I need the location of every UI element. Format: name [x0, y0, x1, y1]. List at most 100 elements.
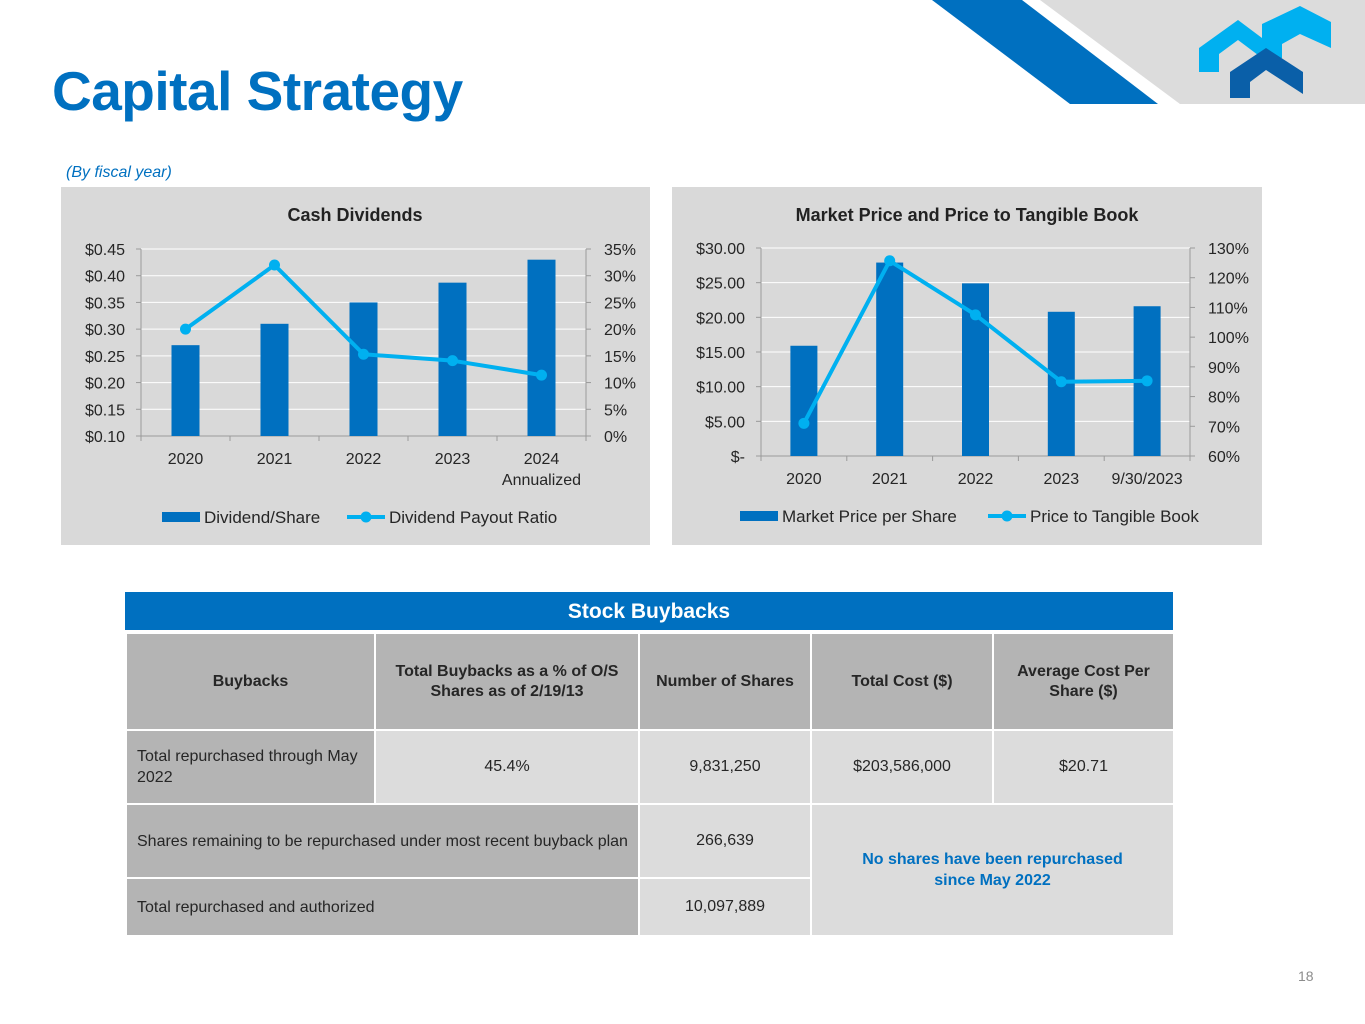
chart-title: Cash Dividends [287, 205, 422, 225]
x-tick-label: 2023 [435, 451, 471, 468]
y2-tick-label: 30% [604, 269, 636, 286]
cell-avg: $20.71 [992, 729, 1175, 805]
no-repurchase-note: No shares have been repurchased since Ma… [810, 803, 1175, 937]
legend-label: Dividend/Share [204, 508, 320, 527]
row-label: Total repurchased through May 2022 [125, 729, 376, 805]
y-tick-label: $- [731, 449, 745, 466]
y2-tick-label: 15% [604, 349, 636, 366]
company-logo-icon [1199, 6, 1331, 98]
y-tick-label: $5.00 [705, 414, 745, 431]
header-avg: Average Cost Per Share ($) [992, 632, 1175, 731]
table-row: Total repurchased and authorized 10,097,… [125, 877, 1174, 937]
row-label: Shares remaining to be repurchased under… [125, 803, 640, 879]
chart-title: Market Price and Price to Tangible Book [796, 205, 1140, 225]
page-subtitle: (By fiscal year) [66, 164, 172, 181]
y2-tick-label: 70% [1208, 419, 1240, 436]
y2-tick-label: 90% [1208, 360, 1240, 377]
x-tick-label: 2021 [872, 471, 908, 488]
line-point [269, 259, 280, 271]
x-tick-label: 2022 [958, 471, 994, 488]
stock-buybacks-table: Stock Buybacks Buybacks Total Buybacks a… [125, 592, 1175, 937]
blue-stripe [932, 0, 1158, 104]
x-tick-label: 2023 [1044, 471, 1080, 488]
line-point [798, 417, 810, 429]
legend-line-marker [360, 511, 372, 523]
bar [527, 259, 556, 436]
y2-tick-label: 110% [1208, 300, 1248, 317]
y2-tick-label: 120% [1208, 271, 1249, 288]
y-tick-label: $0.25 [85, 349, 125, 366]
legend-line-marker [1001, 510, 1013, 522]
y-tick-label: $0.10 [85, 429, 125, 446]
market-price-chart-svg: Market Price and Price to Tangible Book $… [696, 205, 1249, 526]
x-tick-label: 2021 [257, 451, 293, 468]
legend-label: Market Price per Share [782, 507, 957, 526]
header-buybacks: Buybacks [125, 632, 376, 731]
x-tick-label: 9/30/2023 [1112, 471, 1183, 488]
y2-tick-label: 5% [604, 402, 627, 419]
bar [349, 302, 378, 436]
y2-tick-label: 35% [604, 242, 636, 259]
table-row: Total repurchased through May 2022 45.4%… [125, 729, 1175, 805]
y-tick-label: $0.15 [85, 402, 125, 419]
cell-pct: 45.4% [374, 729, 640, 805]
stock-buybacks-title: Stock Buybacks [125, 592, 1173, 630]
header-decoration [932, 0, 1365, 104]
line-point [358, 348, 369, 360]
y-tick-label: $0.40 [85, 269, 125, 286]
y2-tick-label: 20% [604, 322, 636, 339]
line-point [447, 355, 458, 367]
y-tick-label: $10.00 [696, 380, 745, 397]
table-row: Shares remaining to be repurchased under… [125, 803, 1175, 937]
cash-dividends-chart-svg: Cash Dividends $0.10 $0.15 $0.20 $0.25 $0.30 $… [85, 205, 636, 527]
cash-dividends-chart: Cash Dividends $0.10 $0.15 $0.20 $0.25 $0.30 $… [61, 187, 650, 545]
line-point [1055, 376, 1067, 388]
bar [171, 345, 200, 436]
y-tick-label: $0.30 [85, 322, 125, 339]
cell-shares: 266,639 [638, 803, 812, 879]
y-tick-label: $15.00 [696, 345, 745, 362]
y2-tick-label: 100% [1208, 330, 1249, 347]
cell-shares: 10,097,889 [638, 877, 812, 937]
y2-tick-label: 25% [604, 295, 636, 312]
y2-tick-label: 130% [1208, 241, 1249, 258]
line-point [180, 323, 191, 335]
row-label: Total repurchased and authorized [125, 877, 640, 937]
page-number: 18 [1298, 968, 1314, 984]
y2-tick-label: 80% [1208, 390, 1240, 407]
y-tick-label: $0.35 [85, 295, 125, 312]
x-tick-label: Annualized [502, 472, 581, 489]
legend-bar-swatch [162, 512, 200, 522]
bar [260, 323, 289, 436]
page-title: Capital Strategy [52, 60, 463, 122]
y-tick-label: $30.00 [696, 241, 745, 258]
buybacks-grid: Buybacks Total Buybacks as a % of O/S Sh… [125, 632, 1175, 937]
y-tick-label: $25.00 [696, 276, 745, 293]
header-row: Buybacks Total Buybacks as a % of O/S Sh… [125, 632, 1175, 731]
x-tick-label: 2020 [168, 451, 204, 468]
line-point [1141, 375, 1153, 387]
market-price-chart: Market Price and Price to Tangible Book $… [672, 187, 1262, 545]
cell-cost: $203,586,000 [810, 729, 994, 805]
cell-shares: 9,831,250 [638, 729, 812, 805]
bar [790, 345, 818, 456]
y-tick-label: $20.00 [696, 310, 745, 327]
legend-bar-swatch [740, 511, 778, 521]
header-pct: Total Buybacks as a % of O/S Shares as o… [374, 632, 640, 731]
line-point [536, 369, 547, 381]
y-tick-label: $0.45 [85, 242, 125, 259]
y2-tick-label: 0% [604, 429, 627, 446]
y-tick-label: $0.20 [85, 376, 125, 393]
legend-label: Price to Tangible Book [1030, 507, 1199, 526]
legend-label: Dividend Payout Ratio [389, 508, 557, 527]
bar [876, 262, 904, 456]
x-tick-label: 2022 [346, 451, 382, 468]
line-point [884, 255, 896, 267]
x-tick-label: 2020 [786, 471, 822, 488]
header-shares: Number of Shares [638, 632, 812, 731]
x-tick-label: 2024 [524, 451, 560, 468]
header-cost: Total Cost ($) [810, 632, 994, 731]
y2-tick-label: 60% [1208, 449, 1240, 466]
y2-tick-label: 10% [604, 376, 636, 393]
line-point [970, 309, 981, 321]
